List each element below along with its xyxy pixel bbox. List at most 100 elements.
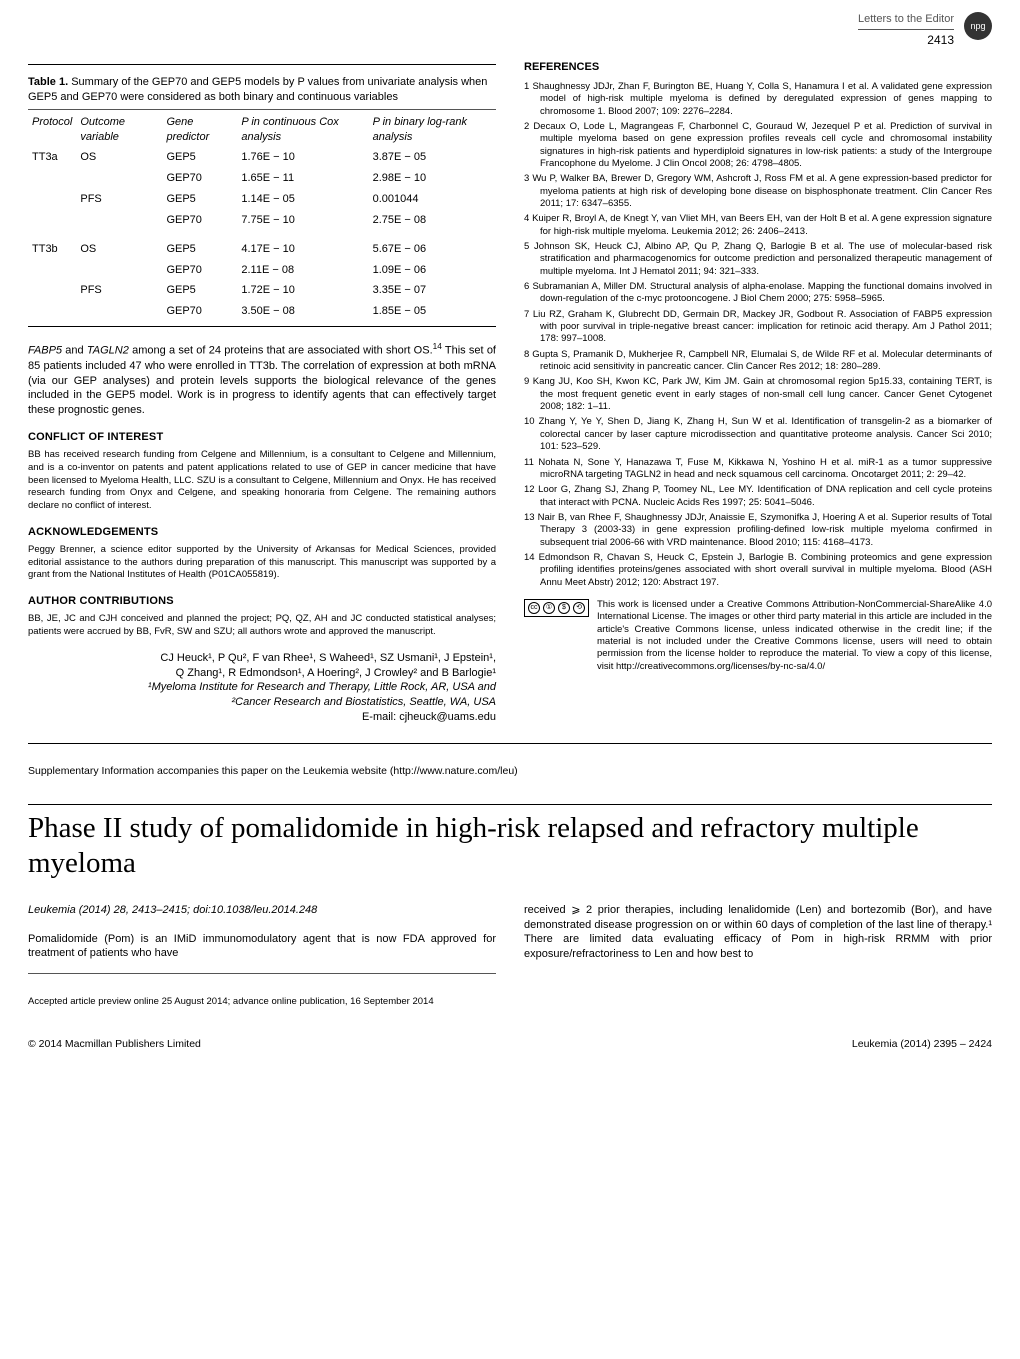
- article2-right-paragraph: received ⩾ 2 prior therapies, including …: [524, 903, 992, 962]
- reference-item: Gupta S, Pramanik D, Mukherjee R, Campbe…: [524, 349, 992, 374]
- accepted-rule: [28, 973, 496, 974]
- table-cell: TT3b: [28, 239, 76, 260]
- table-cell: 7.75E − 10: [237, 210, 368, 231]
- table-cell: OS: [76, 147, 162, 168]
- author-contributions-heading: AUTHOR CONTRIBUTIONS: [28, 594, 496, 609]
- references-heading: REFERENCES: [524, 60, 992, 75]
- authors-line2: Q Zhang¹, R Edmondson¹, A Hoering², J Cr…: [28, 666, 496, 681]
- reference-item: Loor G, Zhang SJ, Zhang P, Toomey NL, Le…: [524, 484, 992, 509]
- table-row: GEP701.65E − 112.98E − 10: [28, 168, 496, 189]
- table-cell: PFS: [76, 189, 162, 210]
- left-column: Table 1. Summary of the GEP70 and GEP5 m…: [28, 60, 496, 725]
- reference-item: Shaughnessy JDJr, Zhan F, Burington BE, …: [524, 81, 992, 118]
- table-cell: OS: [76, 239, 162, 260]
- reference-item: Kang JU, Koo SH, Kwon KC, Park JW, Kim J…: [524, 376, 992, 413]
- cc-icon: cc: [528, 602, 540, 614]
- right-column: REFERENCES Shaughnessy JDJr, Zhan F, Bur…: [524, 60, 992, 725]
- table-cell: 1.09E − 06: [369, 260, 496, 281]
- table-cell: 4.17E − 10: [237, 239, 368, 260]
- table-cell: 2.98E − 10: [369, 168, 496, 189]
- supplementary-rule-top: [28, 743, 992, 744]
- table1-col-bin: P in binary log-rank analysis: [369, 112, 496, 148]
- table1-col-protocol: Protocol: [28, 112, 76, 148]
- table-cell: [76, 301, 162, 322]
- cc-license-text: This work is licensed under a Creative C…: [597, 599, 992, 673]
- table-cell: [76, 168, 162, 189]
- letters-to-editor: Letters to the Editor: [858, 12, 954, 27]
- table-cell: GEP5: [162, 280, 237, 301]
- reference-item: Edmondson R, Chavan S, Heuck C, Epstein …: [524, 552, 992, 589]
- table-cell: [28, 168, 76, 189]
- table1-wrap: Table 1. Summary of the GEP70 and GEP5 m…: [28, 64, 496, 327]
- authors-block: CJ Heuck¹, P Qu², F van Rhee¹, S Waheed¹…: [28, 651, 496, 725]
- references-list: Shaughnessy JDJr, Zhan F, Burington BE, …: [524, 81, 992, 589]
- table-row: TT3bOSGEP54.17E − 105.67E − 06: [28, 239, 496, 260]
- upper-two-column: Table 1. Summary of the GEP70 and GEP5 m…: [28, 60, 992, 725]
- table-cell: [28, 301, 76, 322]
- table1-col-cont: P in continuous Cox analysis: [237, 112, 368, 148]
- reference-item: Liu RZ, Graham K, Glubrecht DD, Germain …: [524, 309, 992, 346]
- header-rule: [858, 29, 954, 30]
- reference-item: Nohata N, Sone Y, Hanazawa T, Fuse M, Ki…: [524, 457, 992, 482]
- table1-col-gene: Gene predictor: [162, 112, 237, 148]
- table-cell: 0.001044: [369, 189, 496, 210]
- supplementary-rule-bottom: [28, 804, 992, 805]
- table-cell: 2.75E − 08: [369, 210, 496, 231]
- acknowledgements-text: Peggy Brenner, a science editor supporte…: [28, 544, 496, 582]
- table1-label: Table 1.: [28, 76, 68, 88]
- page-number: 2413: [858, 32, 954, 48]
- article2-left-column: Leukemia (2014) 28, 2413–2415; doi:10.10…: [28, 903, 496, 1009]
- article2-left-paragraph: Pomalidomide (Pom) is an IMiD immunomodu…: [28, 932, 496, 962]
- npg-badge-icon: npg: [964, 12, 992, 40]
- table-cell: [76, 210, 162, 231]
- table1-caption-rule: [28, 109, 496, 110]
- table-cell: PFS: [76, 280, 162, 301]
- table1: Protocol Outcome variable Gene predictor…: [28, 112, 496, 322]
- table-cell: [28, 189, 76, 210]
- nc-icon: $: [558, 602, 570, 614]
- article2-accepted: Accepted article preview online 25 Augus…: [28, 996, 496, 1009]
- table1-caption: Table 1. Summary of the GEP70 and GEP5 m…: [28, 75, 496, 105]
- article2-meta: Leukemia (2014) 28, 2413–2415; doi:10.10…: [28, 903, 496, 918]
- cc-license-box: cc ① $ ⟲ This work is licensed under a C…: [524, 599, 992, 673]
- table-cell: 3.35E − 07: [369, 280, 496, 301]
- table-cell: 3.50E − 08: [237, 301, 368, 322]
- article2-right-column: received ⩾ 2 prior therapies, including …: [524, 903, 992, 1009]
- table-cell: GEP5: [162, 189, 237, 210]
- table-cell: 1.76E − 10: [237, 147, 368, 168]
- table-cell: 1.65E − 11: [237, 168, 368, 189]
- table-row: PFSGEP51.72E − 103.35E − 07: [28, 280, 496, 301]
- article2-title: Phase II study of pomalidomide in high-r…: [28, 811, 992, 881]
- affiliation-1: ¹Myeloma Institute for Research and Ther…: [28, 680, 496, 695]
- table-row: TT3aOSGEP51.76E − 103.87E − 05: [28, 147, 496, 168]
- table-cell: GEP5: [162, 239, 237, 260]
- page-header: Letters to the Editor 2413 npg: [28, 12, 992, 56]
- page-footer: © 2014 Macmillan Publishers Limited Leuk…: [28, 1037, 992, 1051]
- table-cell: 2.11E − 08: [237, 260, 368, 281]
- by-icon: ①: [543, 602, 555, 614]
- table-row: PFSGEP51.14E − 050.001044: [28, 189, 496, 210]
- table-row: GEP707.75E − 102.75E − 08: [28, 210, 496, 231]
- table-cell: GEP70: [162, 260, 237, 281]
- authors-line1: CJ Heuck¹, P Qu², F van Rhee¹, S Waheed¹…: [28, 651, 496, 666]
- table-cell: 3.87E − 05: [369, 147, 496, 168]
- table-cell: [28, 260, 76, 281]
- reference-item: Nair B, van Rhee F, Shaughnessy JDJr, An…: [524, 512, 992, 549]
- table-cell: 1.85E − 05: [369, 301, 496, 322]
- table-cell: GEP70: [162, 168, 237, 189]
- footer-journal-pages: Leukemia (2014) 2395 – 2424: [852, 1037, 992, 1051]
- article2-two-column: Leukemia (2014) 28, 2413–2415; doi:10.10…: [28, 903, 992, 1009]
- table1-bottom-rule: [28, 326, 496, 327]
- table-cell: 5.67E − 06: [369, 239, 496, 260]
- table1-top-rule: [28, 64, 496, 65]
- reference-item: Decaux O, Lode L, Magrangeas F, Charbonn…: [524, 121, 992, 170]
- table-cell: TT3a: [28, 147, 76, 168]
- cc-badge-icon: cc ① $ ⟲: [524, 599, 589, 617]
- reference-item: Subramanian A, Miller DM. Structural ana…: [524, 281, 992, 306]
- table-cell: GEP70: [162, 301, 237, 322]
- reference-item: Wu P, Walker BA, Brewer D, Gregory WM, A…: [524, 173, 992, 210]
- table1-col-outcome: Outcome variable: [76, 112, 162, 148]
- table-row: GEP702.11E − 081.09E − 06: [28, 260, 496, 281]
- acknowledgements-heading: ACKNOWLEDGEMENTS: [28, 525, 496, 540]
- table1-caption-text: Summary of the GEP70 and GEP5 models by …: [28, 76, 487, 103]
